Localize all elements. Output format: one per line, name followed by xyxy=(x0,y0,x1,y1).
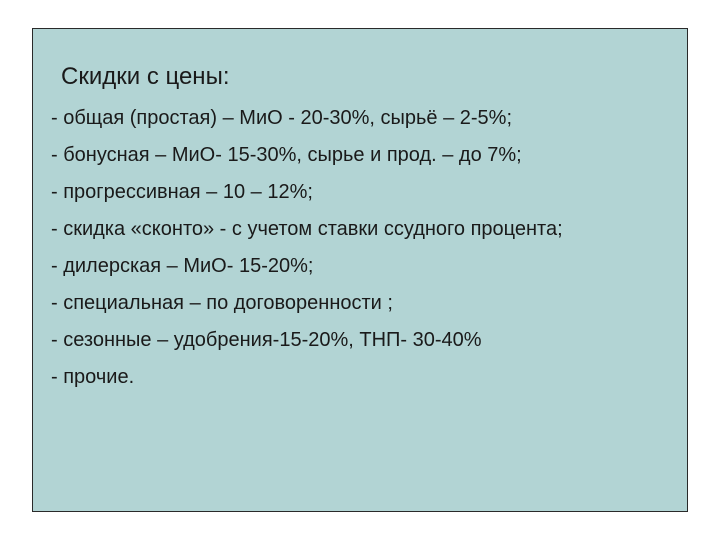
discount-item: - прогрессивная – 10 – 12%; xyxy=(51,181,669,204)
discount-item: - дилерская – МиО- 15-20%; xyxy=(51,255,669,278)
discount-item: - скидка «сконто» - с учетом ставки ссуд… xyxy=(51,218,669,241)
discount-item: - специальная – по договоренности ; xyxy=(51,292,669,315)
panel-title: Скидки с цены: xyxy=(61,63,669,91)
discount-list: - общая (простая) – МиО - 20-30%, сырьё … xyxy=(51,107,669,389)
discount-item: - сезонные – удобрения-15-20%, ТНП- 30-4… xyxy=(51,329,669,352)
discount-item: - прочие. xyxy=(51,366,669,389)
discount-item: - бонусная – МиО- 15-30%, сырье и прод. … xyxy=(51,144,669,167)
discount-panel: Скидки с цены: - общая (простая) – МиО -… xyxy=(32,28,688,512)
discount-item: - общая (простая) – МиО - 20-30%, сырьё … xyxy=(51,107,669,130)
